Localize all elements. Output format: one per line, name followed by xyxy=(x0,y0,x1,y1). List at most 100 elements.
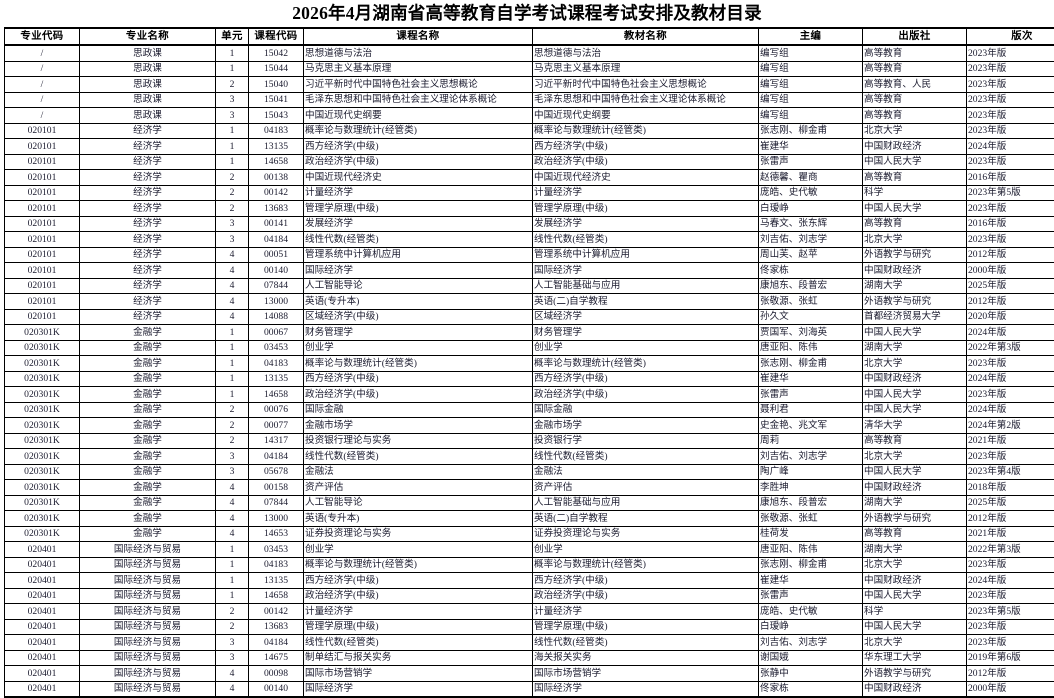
cell-major-name: 思政课 xyxy=(80,61,216,77)
cell-unit: 4 xyxy=(216,681,249,697)
cell-major-code: 020301K xyxy=(5,480,80,496)
cell-book-name: 思想道德与法治 xyxy=(533,45,759,61)
cell-course-code: 04183 xyxy=(249,123,304,139)
cell-major-code: / xyxy=(5,77,80,93)
cell-publisher: 外语教学与研究 xyxy=(863,511,967,527)
cell-course-name: 西方经济学(中级) xyxy=(304,371,533,387)
cell-course-code: 14675 xyxy=(249,650,304,666)
cell-publisher: 中国人民大学 xyxy=(863,387,967,403)
cell-editor: 贾国军、刘海英 xyxy=(759,325,863,341)
cell-course-code: 13000 xyxy=(249,511,304,527)
cell-major-name: 经济学 xyxy=(80,309,216,325)
cell-unit: 1 xyxy=(216,387,249,403)
cell-course-name: 中国近现代史纲要 xyxy=(304,108,533,124)
cell-major-name: 金融学 xyxy=(80,387,216,403)
cell-edition: 2024年版 xyxy=(967,139,1054,155)
cell-edition: 2023年版 xyxy=(967,61,1054,77)
cell-major-code: 020301K xyxy=(5,356,80,372)
cell-book-name: 证券投资理论与实务 xyxy=(533,526,759,542)
cell-major-code: 020401 xyxy=(5,666,80,682)
cell-course-code: 04184 xyxy=(249,232,304,248)
cell-publisher: 高等教育 xyxy=(863,170,967,186)
cell-editor: 谢国娥 xyxy=(759,650,863,666)
cell-editor: 唐亚阳、陈伟 xyxy=(759,542,863,558)
cell-editor: 康旭东、段普宏 xyxy=(759,278,863,294)
cell-editor: 张志刚、柳金甫 xyxy=(759,356,863,372)
cell-major-name: 国际经济与贸易 xyxy=(80,588,216,604)
cell-edition: 2022年第3版 xyxy=(967,340,1054,356)
cell-major-name: 金融学 xyxy=(80,449,216,465)
page-title: 2026年4月湖南省高等教育自学考试课程考试安排及教材目录 xyxy=(0,0,1054,27)
cell-course-name: 人工智能导论 xyxy=(304,495,533,511)
cell-course-name: 国际经济学 xyxy=(304,681,533,697)
cell-publisher: 科学 xyxy=(863,185,967,201)
cell-editor: 马春文、张东辉 xyxy=(759,216,863,232)
cell-major-name: 金融学 xyxy=(80,480,216,496)
cell-major-code: 020301K xyxy=(5,371,80,387)
cell-course-name: 国际金融 xyxy=(304,402,533,418)
cell-publisher: 外语教学与研究 xyxy=(863,247,967,263)
cell-book-name: 概率论与数理统计(经管类) xyxy=(533,123,759,139)
cell-major-code: 020101 xyxy=(5,185,80,201)
cell-major-code: 020301K xyxy=(5,325,80,341)
cell-course-name: 金融法 xyxy=(304,464,533,480)
cell-publisher: 北京大学 xyxy=(863,123,967,139)
cell-course-code: 13135 xyxy=(249,139,304,155)
cell-course-code: 00141 xyxy=(249,216,304,232)
cell-major-code: 020401 xyxy=(5,635,80,651)
cell-major-name: 金融学 xyxy=(80,511,216,527)
cell-editor: 刘吉佑、刘志学 xyxy=(759,232,863,248)
cell-publisher: 高等教育 xyxy=(863,61,967,77)
cell-edition: 2023年版 xyxy=(967,557,1054,573)
cell-book-name: 管理学原理(中级) xyxy=(533,201,759,217)
cell-major-code: 020101 xyxy=(5,232,80,248)
cell-edition: 2021年版 xyxy=(967,433,1054,449)
cell-course-name: 国际市场营销学 xyxy=(304,666,533,682)
cell-major-name: 经济学 xyxy=(80,247,216,263)
cell-unit: 1 xyxy=(216,557,249,573)
cell-course-code: 04184 xyxy=(249,449,304,465)
cell-unit: 1 xyxy=(216,325,249,341)
cell-major-code: 020401 xyxy=(5,557,80,573)
cell-publisher: 北京大学 xyxy=(863,356,967,372)
cell-book-name: 国际经济学 xyxy=(533,263,759,279)
cell-unit: 4 xyxy=(216,263,249,279)
cell-course-code: 00140 xyxy=(249,681,304,697)
cell-unit: 1 xyxy=(216,123,249,139)
cell-course-name: 习近平新时代中国特色社会主义思想概论 xyxy=(304,77,533,93)
cell-unit: 3 xyxy=(216,232,249,248)
cell-major-name: 国际经济与贸易 xyxy=(80,650,216,666)
cell-editor: 张敬源、张虹 xyxy=(759,294,863,310)
cell-course-code: 07844 xyxy=(249,278,304,294)
cell-publisher: 中国财政经济 xyxy=(863,681,967,697)
cell-course-name: 计量经济学 xyxy=(304,604,533,620)
cell-publisher: 中国财政经济 xyxy=(863,263,967,279)
cell-major-name: 经济学 xyxy=(80,278,216,294)
cell-edition: 2018年版 xyxy=(967,480,1054,496)
cell-major-code: 020301K xyxy=(5,449,80,465)
cell-unit: 4 xyxy=(216,278,249,294)
cell-publisher: 中国财政经济 xyxy=(863,573,967,589)
cell-publisher: 中国财政经济 xyxy=(863,480,967,496)
cell-publisher: 北京大学 xyxy=(863,232,967,248)
cell-course-code: 15041 xyxy=(249,92,304,108)
cell-major-name: 经济学 xyxy=(80,185,216,201)
cell-course-code: 14658 xyxy=(249,154,304,170)
cell-major-name: 金融学 xyxy=(80,433,216,449)
cell-publisher: 科学 xyxy=(863,604,967,620)
table-header: 专业代码 专业名称 单元 课程代码 课程名称 教材名称 主编 出版社 版次 xyxy=(5,28,1054,45)
cell-major-code: 020101 xyxy=(5,247,80,263)
cell-edition: 2023年版 xyxy=(967,45,1054,61)
cell-editor: 张雷声 xyxy=(759,387,863,403)
cell-course-name: 政治经济学(中级) xyxy=(304,387,533,403)
cell-major-name: 金融学 xyxy=(80,371,216,387)
cell-publisher: 湖南大学 xyxy=(863,278,967,294)
